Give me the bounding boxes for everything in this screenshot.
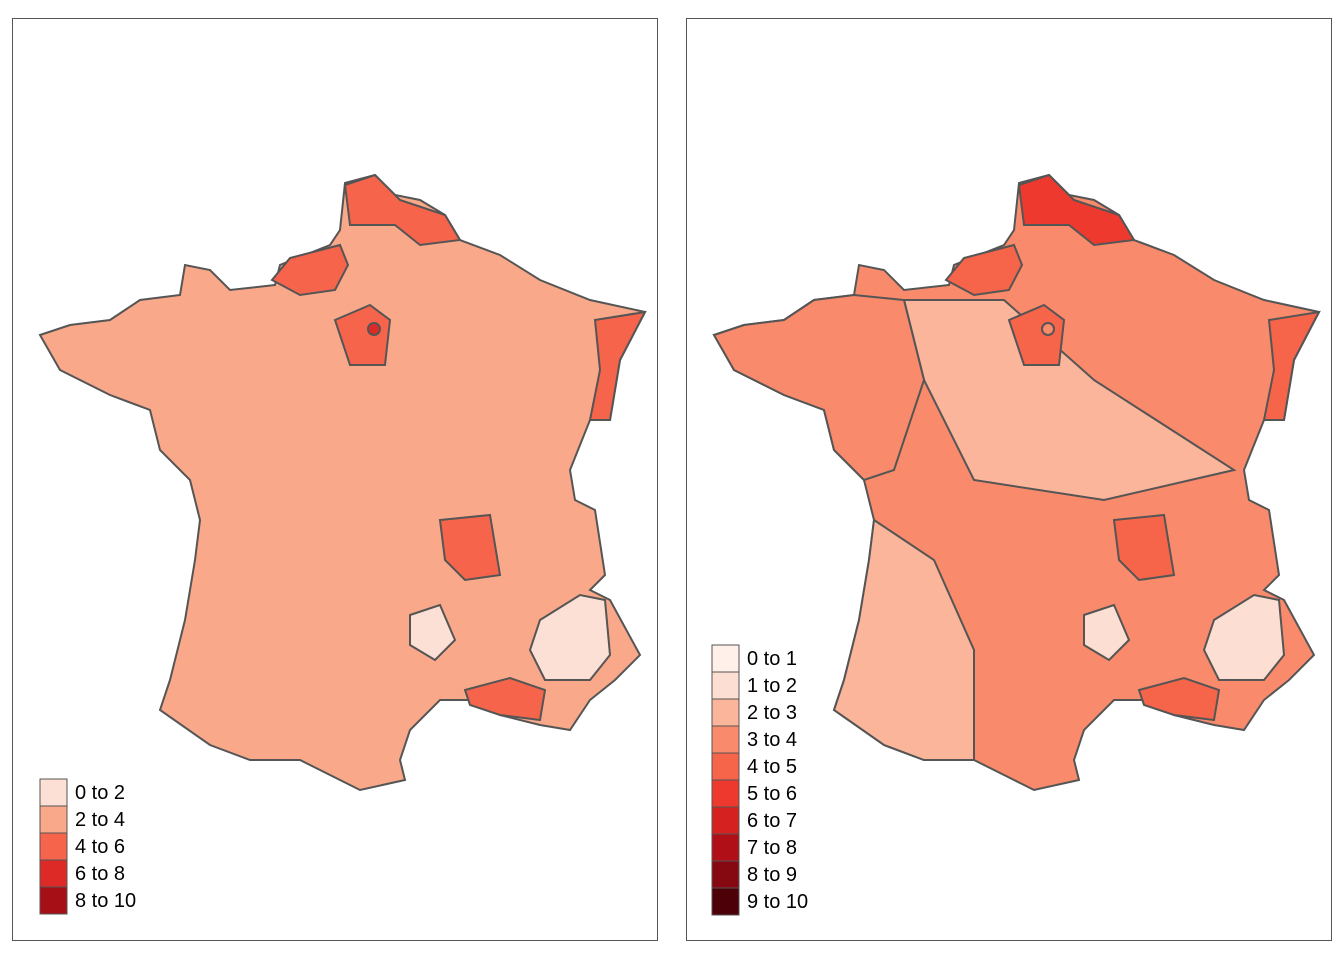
region	[1083, 603, 1131, 662]
legend-label: 8 to 10	[75, 890, 136, 912]
legend-swatch	[711, 752, 740, 781]
legend-swatch	[711, 887, 740, 916]
region	[1262, 310, 1321, 421]
region	[1007, 303, 1066, 366]
legend-label: 6 to 7	[747, 810, 797, 832]
region	[333, 303, 392, 366]
legend-label: 7 to 8	[747, 837, 797, 859]
region	[409, 603, 457, 662]
legend-swatch	[39, 778, 68, 807]
region	[343, 173, 462, 247]
legend-label: 9 to 10	[747, 891, 808, 913]
region	[1137, 676, 1221, 722]
region	[1017, 173, 1136, 247]
legend-label: 2 to 3	[747, 702, 797, 724]
paris-center	[1041, 322, 1055, 336]
legend-label: 8 to 9	[747, 864, 797, 886]
legend-swatch	[711, 671, 740, 700]
region	[588, 310, 647, 421]
region	[528, 593, 612, 681]
legend-label: 4 to 5	[747, 756, 797, 778]
region	[1202, 593, 1286, 681]
region	[438, 513, 502, 582]
region	[1112, 513, 1176, 582]
region	[902, 299, 1237, 502]
legend-swatch	[711, 698, 740, 727]
legend-label: 4 to 6	[75, 836, 125, 858]
legend-label: 0 to 1	[747, 648, 797, 670]
legend-swatch	[39, 832, 68, 861]
legend-swatch	[39, 805, 68, 834]
legend-swatch	[711, 860, 740, 889]
legend-label: 6 to 8	[75, 863, 125, 885]
legend-label: 0 to 2	[75, 782, 125, 804]
region	[832, 518, 975, 761]
legend-swatch	[711, 806, 740, 835]
region	[944, 243, 1024, 297]
legend-label: 1 to 2	[747, 675, 797, 697]
legend-swatch	[711, 725, 740, 754]
region	[270, 243, 350, 297]
paris-center	[367, 322, 381, 336]
legend-label: 5 to 6	[747, 783, 797, 805]
region	[463, 676, 547, 722]
legend-label: 3 to 4	[747, 729, 797, 751]
legend-swatch	[711, 644, 740, 673]
region	[712, 293, 926, 482]
legend-swatch	[39, 886, 68, 915]
legend-label: 2 to 4	[75, 809, 125, 831]
legend-swatch	[711, 779, 740, 808]
legend-swatch	[711, 833, 740, 862]
legend-swatch	[39, 859, 68, 888]
